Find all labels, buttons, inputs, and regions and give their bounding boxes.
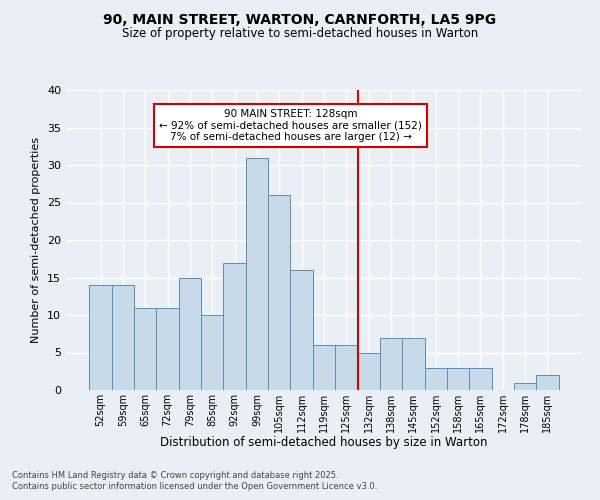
Bar — [380, 338, 402, 390]
Text: Contains HM Land Registry data © Crown copyright and database right 2025.: Contains HM Land Registry data © Crown c… — [12, 471, 338, 480]
Bar — [157, 308, 179, 390]
Bar — [447, 368, 469, 390]
Bar — [112, 285, 134, 390]
Bar — [402, 338, 425, 390]
Bar — [201, 315, 223, 390]
Bar — [268, 195, 290, 390]
Bar — [536, 375, 559, 390]
Y-axis label: Number of semi-detached properties: Number of semi-detached properties — [31, 137, 41, 343]
Text: Distribution of semi-detached houses by size in Warton: Distribution of semi-detached houses by … — [160, 436, 488, 449]
Bar — [514, 382, 536, 390]
Text: Contains public sector information licensed under the Open Government Licence v3: Contains public sector information licen… — [12, 482, 377, 491]
Bar — [223, 262, 246, 390]
Text: 90 MAIN STREET: 128sqm
← 92% of semi-detached houses are smaller (152)
7% of sem: 90 MAIN STREET: 128sqm ← 92% of semi-det… — [159, 109, 422, 142]
Bar — [134, 308, 157, 390]
Bar — [335, 345, 358, 390]
Bar — [179, 278, 201, 390]
Bar — [358, 352, 380, 390]
Bar — [290, 270, 313, 390]
Bar — [313, 345, 335, 390]
Text: Size of property relative to semi-detached houses in Warton: Size of property relative to semi-detach… — [122, 28, 478, 40]
Bar — [246, 158, 268, 390]
Bar — [425, 368, 447, 390]
Text: 90, MAIN STREET, WARTON, CARNFORTH, LA5 9PG: 90, MAIN STREET, WARTON, CARNFORTH, LA5 … — [103, 12, 497, 26]
Bar — [469, 368, 491, 390]
Bar — [89, 285, 112, 390]
